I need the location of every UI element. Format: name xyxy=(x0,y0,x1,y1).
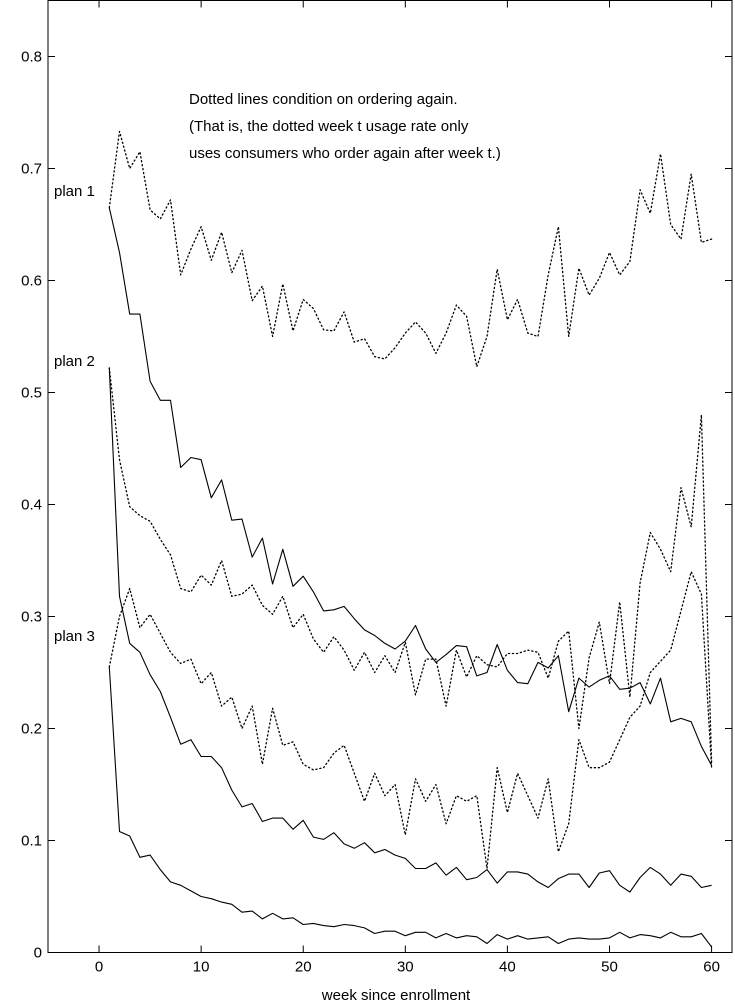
annotation-line-1: Dotted lines condition on ordering again… xyxy=(189,91,458,108)
x-axis-title: week since enrollment xyxy=(321,987,471,1004)
series-label-plan-2: plan 2 xyxy=(54,353,95,370)
y-tick-label: 0 xyxy=(34,945,42,962)
annotation-line-3: uses consumers who order again after wee… xyxy=(189,145,501,162)
y-tick-label: 0.5 xyxy=(21,385,42,402)
annotation-line-2: (That is, the dotted week t usage rate o… xyxy=(189,118,469,135)
series-label-plan-3: plan 3 xyxy=(54,628,95,645)
series-line-plan-3 xyxy=(108,666,713,948)
y-tick-label: 0.1 xyxy=(21,833,42,850)
y-tick-label: 0.3 xyxy=(21,609,42,626)
series-line-plan-3-conditional xyxy=(108,571,713,870)
series-line-plan-1 xyxy=(108,207,713,766)
series-lines xyxy=(108,130,713,948)
x-tick-label: 50 xyxy=(601,959,618,976)
y-tick-label: 0.8 xyxy=(21,49,42,66)
x-tick-label: 30 xyxy=(397,959,414,976)
y-tick-label: 0.6 xyxy=(21,273,42,290)
series-line-plan-1-conditional xyxy=(108,130,713,368)
x-tick-label: 40 xyxy=(499,959,516,976)
series-label-plan-1: plan 1 xyxy=(54,183,95,200)
series-line-plan-2 xyxy=(108,367,712,893)
plot-frame xyxy=(47,0,733,953)
tick-labels: 0 10 20 30 40 50 60 0 0.1 0.2 0.3 0.4 0.5 0.6 0.7 0.8 xyxy=(21,49,720,976)
y-tick-label: 0.2 xyxy=(21,721,42,738)
x-tick-label: 60 xyxy=(703,959,720,976)
x-tick-label: 20 xyxy=(295,959,312,976)
y-tick-label: 0.4 xyxy=(21,497,42,514)
series-line-plan-2-conditional xyxy=(108,367,713,763)
x-tick-label: 10 xyxy=(193,959,210,976)
y-tick-label: 0.7 xyxy=(21,161,42,178)
tick-marks xyxy=(48,0,732,953)
x-tick-label: 0 xyxy=(95,959,103,976)
